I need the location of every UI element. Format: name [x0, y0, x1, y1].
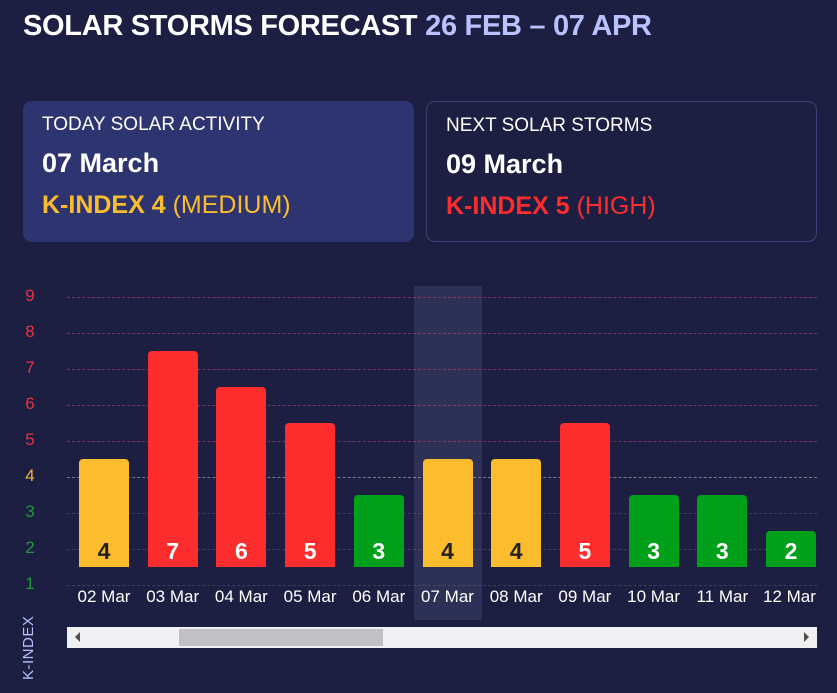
bar-02-mar[interactable]: 4	[79, 459, 129, 567]
x-tick-label: 04 Mar	[214, 587, 268, 606]
bar-value-label: 6	[234, 538, 248, 564]
bar-11-mar[interactable]: 3	[697, 495, 748, 567]
bar-value-label: 3	[372, 538, 386, 564]
today-activity-card: TODAY SOLAR ACTIVITY 07 March K-INDEX 4 …	[23, 101, 414, 242]
bar-08-mar[interactable]: 4	[491, 459, 542, 567]
y-tick-label: 5	[25, 430, 35, 449]
k-level: (HIGH)	[576, 192, 656, 220]
gridline	[67, 297, 817, 298]
horizontal-scrollbar[interactable]	[67, 627, 817, 648]
bar-value-label: 3	[647, 538, 660, 564]
x-tick-label: 02 Mar	[77, 587, 131, 606]
bar-03-mar[interactable]: 7	[147, 351, 198, 567]
scroll-left-icon[interactable]	[75, 632, 80, 642]
y-tick-label: 6	[25, 394, 35, 413]
bar-value-label: 5	[578, 538, 592, 564]
x-tick-label: 07 Mar	[421, 587, 474, 606]
k-index-value: K-INDEX 4 (MEDIUM)	[42, 191, 395, 220]
next-storms-card: NEXT SOLAR STORMS 09 March K-INDEX 5 (HI…	[426, 101, 817, 242]
card-date: 07 March	[42, 148, 160, 178]
bar-12-mar[interactable]: 2	[766, 531, 816, 567]
gridline	[67, 585, 817, 586]
x-tick-label: 11 Mar	[696, 587, 749, 606]
card-label: NEXT SOLAR STORMS	[446, 115, 653, 136]
bar-value-label: 4	[509, 538, 523, 564]
card-date: 09 March	[446, 149, 564, 179]
x-tick-label: 06 Mar	[352, 587, 406, 606]
y-tick-label: 9	[25, 286, 35, 305]
x-tick-label: 10 Mar	[627, 587, 681, 606]
y-axis-title: K-INDEX	[20, 615, 37, 680]
y-tick-label: 1	[25, 574, 35, 593]
x-tick-label: 05 Mar	[283, 587, 337, 606]
gridline	[67, 333, 817, 334]
title-text: SOLAR STORMS FORECAST	[23, 10, 418, 42]
scrollbar-thumb[interactable]	[179, 629, 383, 646]
scroll-right-icon[interactable]	[804, 632, 809, 642]
y-tick-label: 2	[25, 538, 35, 557]
bar-04-mar[interactable]: 6	[216, 387, 267, 567]
bar-09-mar[interactable]: 5	[559, 423, 610, 567]
bar-value-label: 4	[441, 538, 454, 564]
x-tick-label: 08 Mar	[489, 587, 543, 606]
bar-value-label: 2	[784, 538, 798, 564]
bar-value-label: 3	[715, 538, 729, 564]
today-highlight	[413, 286, 482, 620]
bar-value-label: 4	[97, 538, 111, 564]
y-tick-label: 8	[25, 322, 35, 341]
bar-value-label: 7	[166, 538, 180, 564]
bar-10-mar[interactable]: 3	[628, 495, 679, 567]
k-index-value: K-INDEX 5 (HIGH)	[446, 192, 797, 221]
y-tick-label: 7	[25, 358, 35, 377]
date-range: 26 FEB – 07 APR	[425, 10, 652, 42]
k-level: (MEDIUM)	[172, 191, 291, 219]
bar-05-mar[interactable]: 5	[285, 423, 336, 567]
k-index: K-INDEX 4	[42, 191, 166, 219]
x-tick-label: 09 Mar	[558, 587, 612, 606]
x-tick-label: 12 Mar	[763, 587, 816, 606]
gridline	[67, 369, 817, 370]
card-label: TODAY SOLAR ACTIVITY	[42, 114, 265, 135]
gridline	[67, 441, 817, 442]
chart-plot-area: 4 7 6 5 3 4 4 5 3 3 2	[67, 280, 817, 620]
x-tick-label: 03 Mar	[146, 587, 200, 606]
gridline	[67, 405, 817, 406]
bar-value-label: 5	[303, 538, 317, 564]
bar-06-mar[interactable]: 3	[353, 495, 404, 567]
y-tick-label: 4	[25, 466, 35, 485]
k-index: K-INDEX 5	[446, 192, 570, 220]
page-title: SOLAR STORMS FORECAST 26 FEB – 07 APR	[23, 10, 652, 43]
bar-07-mar[interactable]: 4	[422, 459, 473, 567]
y-tick-label: 3	[25, 502, 35, 521]
